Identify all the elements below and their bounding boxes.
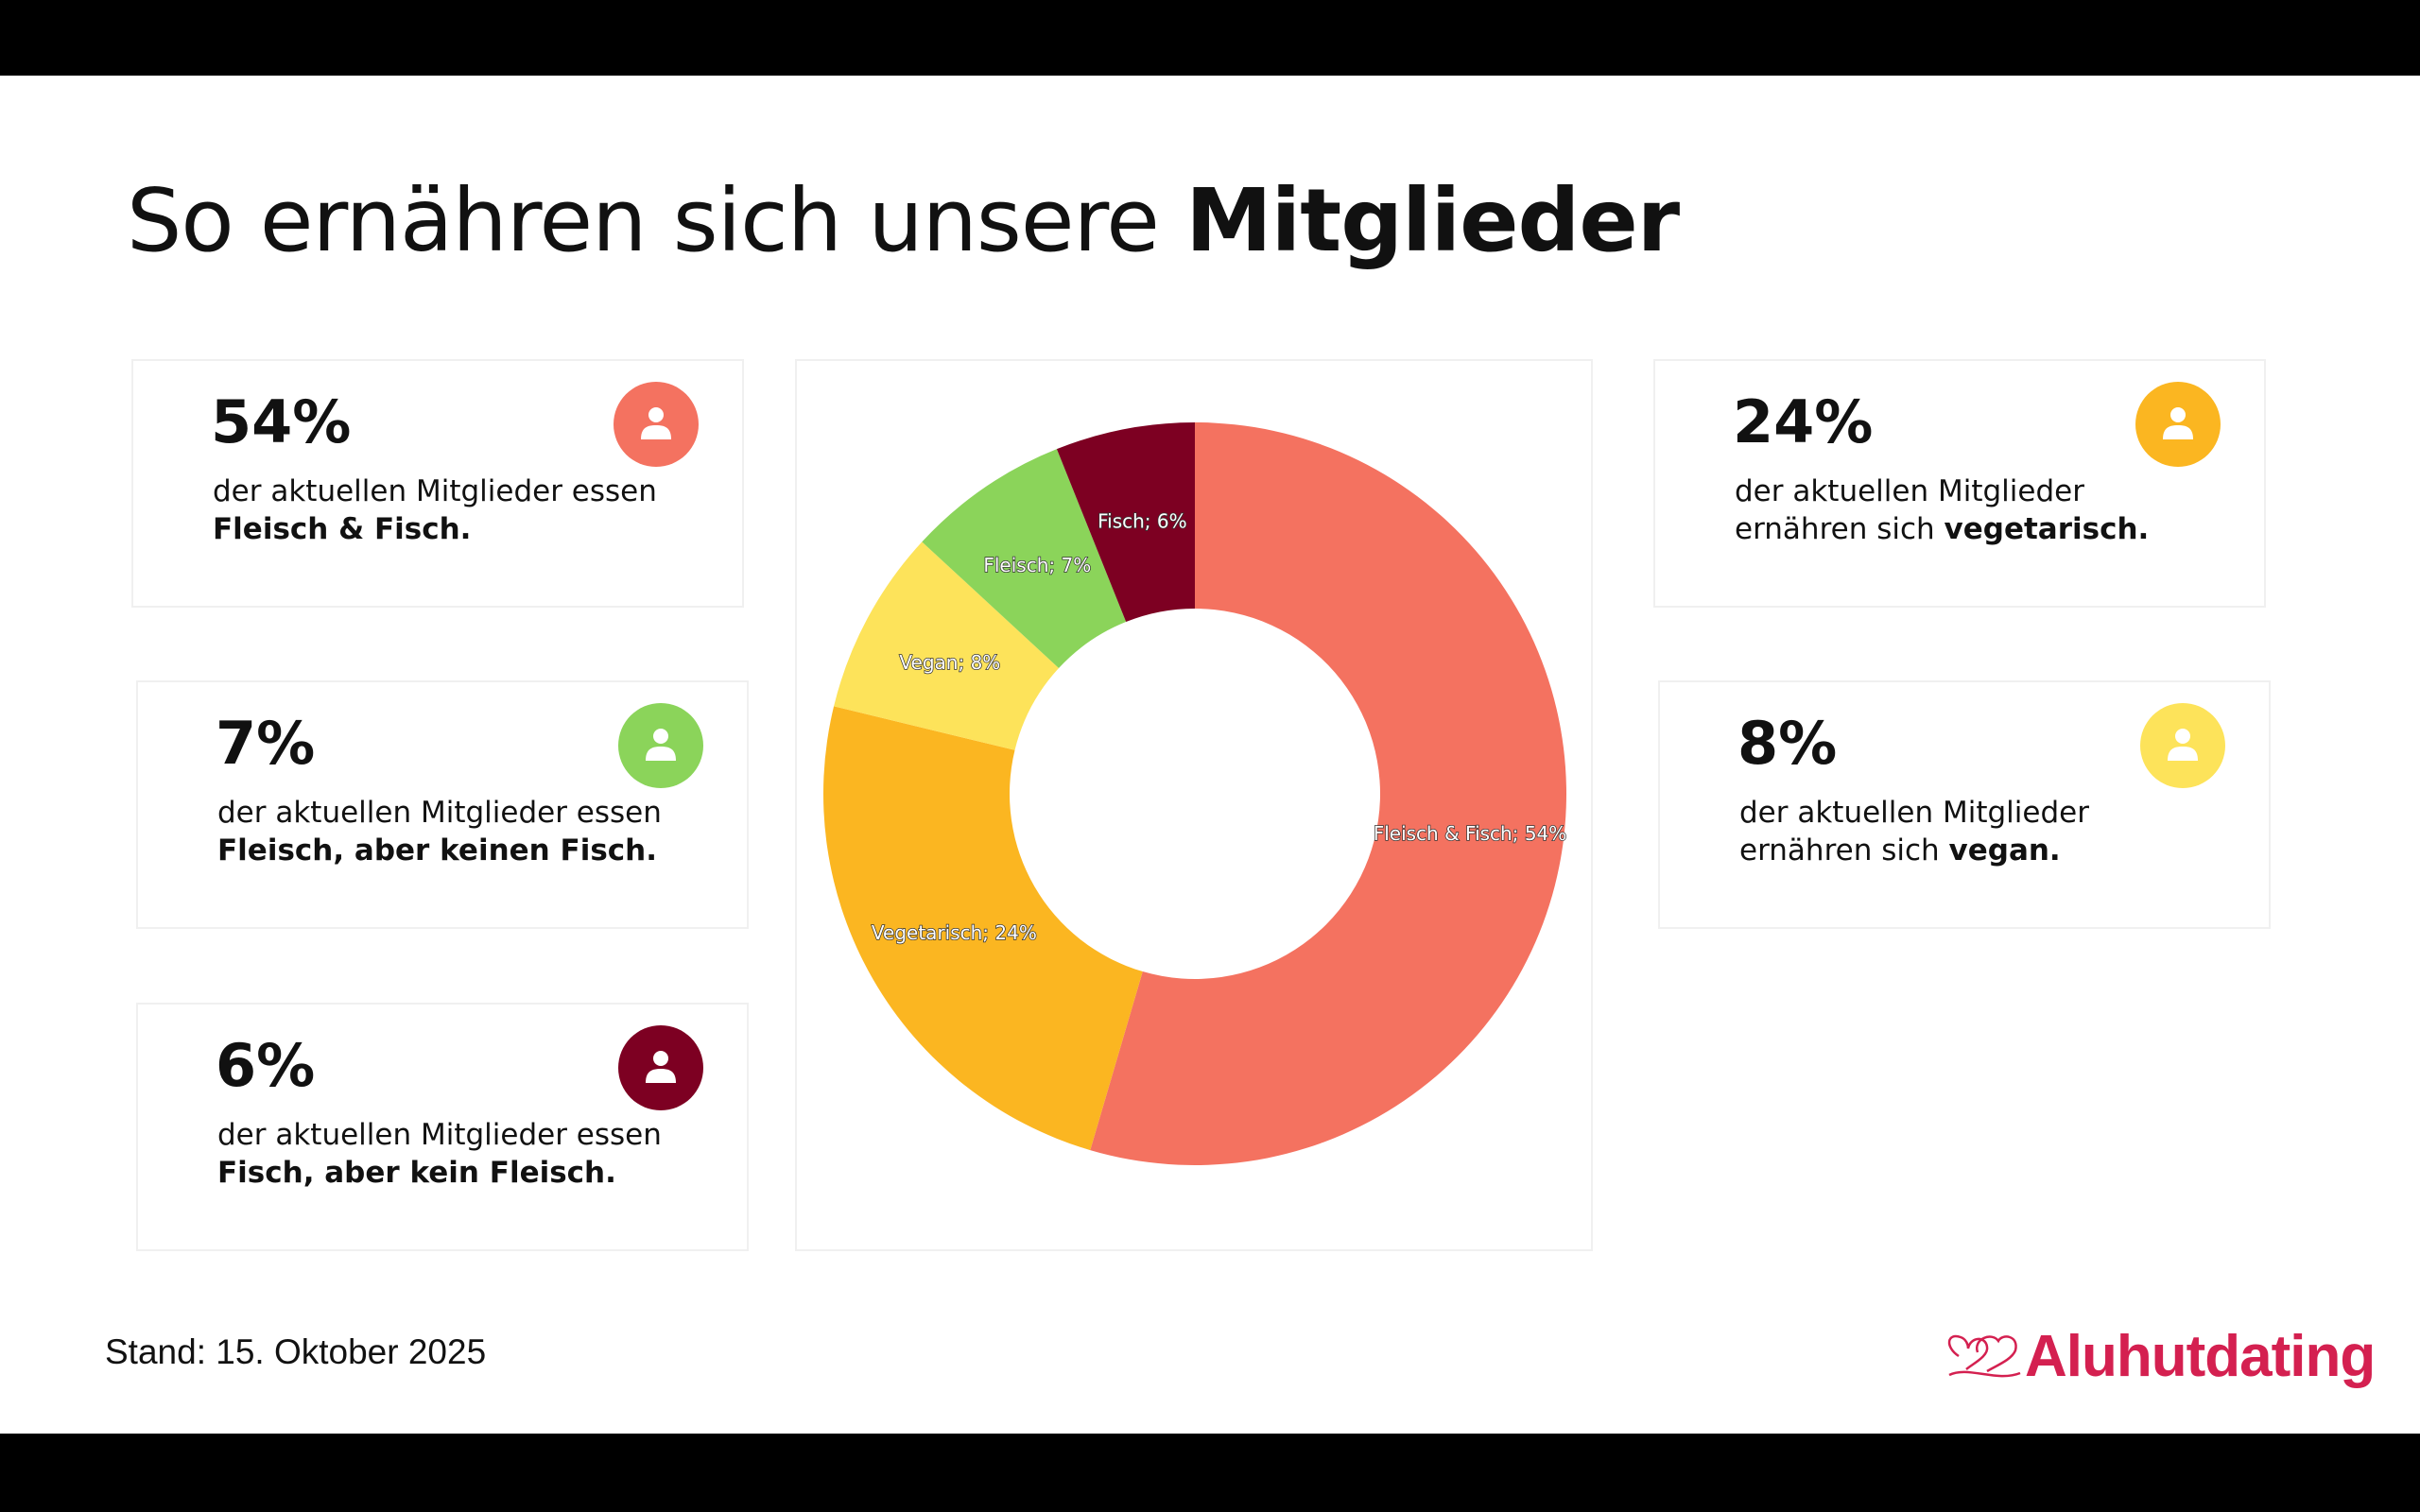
donut-data-label: Fleisch; 7% <box>983 554 1091 576</box>
stat-line2-prefix: ernähren sich <box>1735 512 1945 546</box>
donut-data-label: Fleisch & Fisch; 54% <box>1374 822 1567 845</box>
donut-slice-fisch <box>1056 422 1195 623</box>
donut-chart: Fleisch & Fisch; 54% Vegetarisch; 24% Vega… <box>823 422 1567 1165</box>
stat-line1: der aktuellen Mitglieder essen <box>213 474 657 508</box>
aluhutdating-logo: Aluhutdating <box>1940 1318 2376 1394</box>
slide: So ernähren sich unsere Mitglieder 54% d… <box>0 76 2420 1434</box>
user-icon <box>2140 703 2225 788</box>
donut-slice-fleisch-fisch <box>1090 422 1566 1165</box>
stand-date: Stand: 15. Oktober 2025 <box>105 1332 487 1371</box>
stat-line1: der aktuellen Mitglieder <box>1739 796 2089 830</box>
stat-line2-prefix: ernähren sich <box>1739 833 1949 868</box>
donut-data-label: Fisch; 6% <box>1098 509 1187 532</box>
stat-card-vegan: 8% der aktuellen Mitglieder ernähren sic… <box>1658 680 2271 929</box>
stat-percent: 7% <box>216 709 316 778</box>
title-regular: So ernähren sich unsere <box>127 170 1186 271</box>
user-icon <box>2135 382 2221 467</box>
stat-line2-bold: vegetarisch. <box>1944 512 2150 546</box>
stat-line2-bold: vegan. <box>1948 833 2061 868</box>
donut-chart-panel: Fleisch & Fisch; 54% Vegetarisch; 24% Vega… <box>795 359 1593 1251</box>
stat-description: der aktuellen Mitglieder ernähren sich v… <box>1735 472 2149 548</box>
hearts-logo-icon <box>1947 1334 2021 1378</box>
stat-percent: 54% <box>211 387 352 456</box>
donut-data-label: Vegan; 8% <box>899 651 1000 674</box>
stat-line2-bold: Fleisch, aber keinen Fisch. <box>217 833 657 868</box>
stat-card-fisch: 6% der aktuellen Mitglieder essen Fisch,… <box>136 1003 749 1251</box>
donut-slice-vegetarisch <box>823 706 1143 1151</box>
donut-data-label: Vegetarisch; 24% <box>872 921 1037 944</box>
stat-card-fleisch: 7% der aktuellen Mitglieder essen Fleisc… <box>136 680 749 929</box>
page-title: So ernähren sich unsere Mitglieder <box>127 170 1680 271</box>
stat-card-fleisch-fisch: 54% der aktuellen Mitglieder essen Fleis… <box>131 359 744 608</box>
stat-percent: 6% <box>216 1031 316 1100</box>
donut-slice-fleisch <box>922 449 1127 669</box>
stat-percent: 24% <box>1733 387 1874 456</box>
user-icon <box>614 382 699 467</box>
stat-line2-bold: Fisch, aber kein Fleisch. <box>217 1156 616 1190</box>
stat-description: der aktuellen Mitglieder ernähren sich v… <box>1739 794 2089 869</box>
stat-line1: der aktuellen Mitglieder essen <box>217 796 662 830</box>
stat-line1: der aktuellen Mitglieder essen <box>217 1118 662 1152</box>
stat-card-vegetarisch: 24% der aktuellen Mitglieder ernähren si… <box>1653 359 2266 608</box>
stat-line1: der aktuellen Mitglieder <box>1735 474 2084 508</box>
stat-percent: 8% <box>1737 709 1838 778</box>
donut-slice-vegan <box>834 541 1060 750</box>
title-bold: Mitglieder <box>1185 170 1680 271</box>
stat-description: der aktuellen Mitglieder essen Fleisch, … <box>217 794 662 869</box>
logo-text: Aluhutdating <box>2025 1323 2376 1389</box>
stat-description: der aktuellen Mitglieder essen Fleisch &… <box>213 472 657 548</box>
stat-line2-bold: Fleisch & Fisch. <box>213 512 472 546</box>
stat-description: der aktuellen Mitglieder essen Fisch, ab… <box>217 1116 662 1192</box>
user-icon <box>618 1025 703 1110</box>
user-icon <box>618 703 703 788</box>
